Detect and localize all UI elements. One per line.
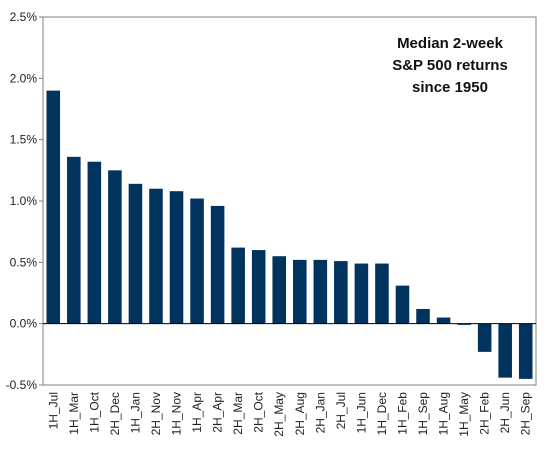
bar-1h-feb [395, 285, 410, 324]
x-category-label: 1H_Aug [437, 392, 451, 435]
bar-1h-oct [87, 161, 102, 324]
x-category-label: 2H_Nov [149, 392, 163, 435]
x-category-label: 2H_Dec [108, 392, 122, 435]
x-category-label: 1H_Mar [67, 392, 81, 435]
x-category-label: 2H_Jun [498, 392, 512, 433]
x-category-label: 1H_Jan [128, 392, 142, 433]
bar-1h-may [457, 323, 471, 325]
bar-2h-feb [477, 323, 492, 352]
x-category-label: 2H_May [272, 392, 286, 437]
x-category-label: 2H_Feb [478, 392, 492, 435]
bar-2h-mar [231, 247, 245, 324]
x-category-label: 2H_Jan [313, 392, 327, 433]
chart-title-line-1: Median 2-week [397, 35, 504, 52]
x-category-label: 1H_Oct [87, 391, 101, 432]
x-category-label: 1H_Apr [190, 392, 204, 433]
y-axis: -0.5% 0.0% 0.5% 1.0% 1.5% 2.0% 2.5% [6, 10, 43, 392]
bar-2h-nov [149, 188, 163, 324]
x-category-label: 1H_Sep [416, 392, 430, 436]
bar-1h-aug [436, 317, 451, 324]
bar-1h-jan [128, 183, 143, 324]
x-category-label: 2H_Oct [252, 391, 266, 432]
y-tick-label: 1.0% [10, 194, 38, 208]
bar-2h-jun [498, 323, 512, 378]
bar-2h-dec [108, 170, 122, 324]
bar-1h-jul [46, 90, 61, 324]
x-category-label: 1H_Jul [46, 392, 60, 429]
bar-2h-apr [210, 205, 225, 324]
bar-1h-jun [354, 263, 369, 324]
x-category-label: 2H_Jul [334, 392, 348, 429]
bar-2h-jul [334, 261, 348, 324]
bar-1h-sep [416, 308, 430, 324]
x-axis-labels: 1H_Jul 1H_Mar 1H_Oct 2H_Dec 1H_Jan 2H_Nov 1H_N… [46, 391, 532, 436]
bar-1h-dec [375, 263, 389, 324]
bar-2h-sep [518, 323, 533, 379]
bar-2h-aug [292, 259, 307, 324]
y-tick-label: 1.5% [10, 133, 38, 147]
x-category-label: 2H_Sep [519, 392, 533, 436]
x-category-label: 1H_May [457, 392, 471, 437]
bar-1h-nov [169, 191, 184, 324]
bar-1h-apr [190, 198, 204, 324]
y-tick-label: 0.5% [10, 255, 38, 269]
x-category-label: 2H_Mar [231, 392, 245, 435]
y-tick-label: -0.5% [6, 378, 38, 392]
x-category-label: 1H_Jun [354, 392, 368, 433]
x-category-label: 1H_Feb [395, 392, 409, 435]
y-tick-label: 2.5% [10, 10, 38, 24]
bar-1h-mar [67, 156, 81, 324]
x-category-label: 2H_Aug [293, 392, 307, 435]
bars [46, 90, 533, 379]
bar-2h-jan [313, 259, 328, 324]
chart-title-line-2: S&P 500 returns [392, 57, 508, 74]
bar-2h-may [272, 256, 287, 324]
chart-title-line-3: since 1950 [412, 79, 488, 96]
x-category-label: 2H_Apr [211, 392, 225, 433]
bar-2h-oct [251, 250, 266, 324]
y-tick-label: 2.0% [10, 71, 38, 85]
x-category-label: 1H_Dec [375, 392, 389, 435]
x-category-label: 1H_Nov [170, 392, 184, 435]
y-tick-label: 0.0% [10, 317, 38, 331]
